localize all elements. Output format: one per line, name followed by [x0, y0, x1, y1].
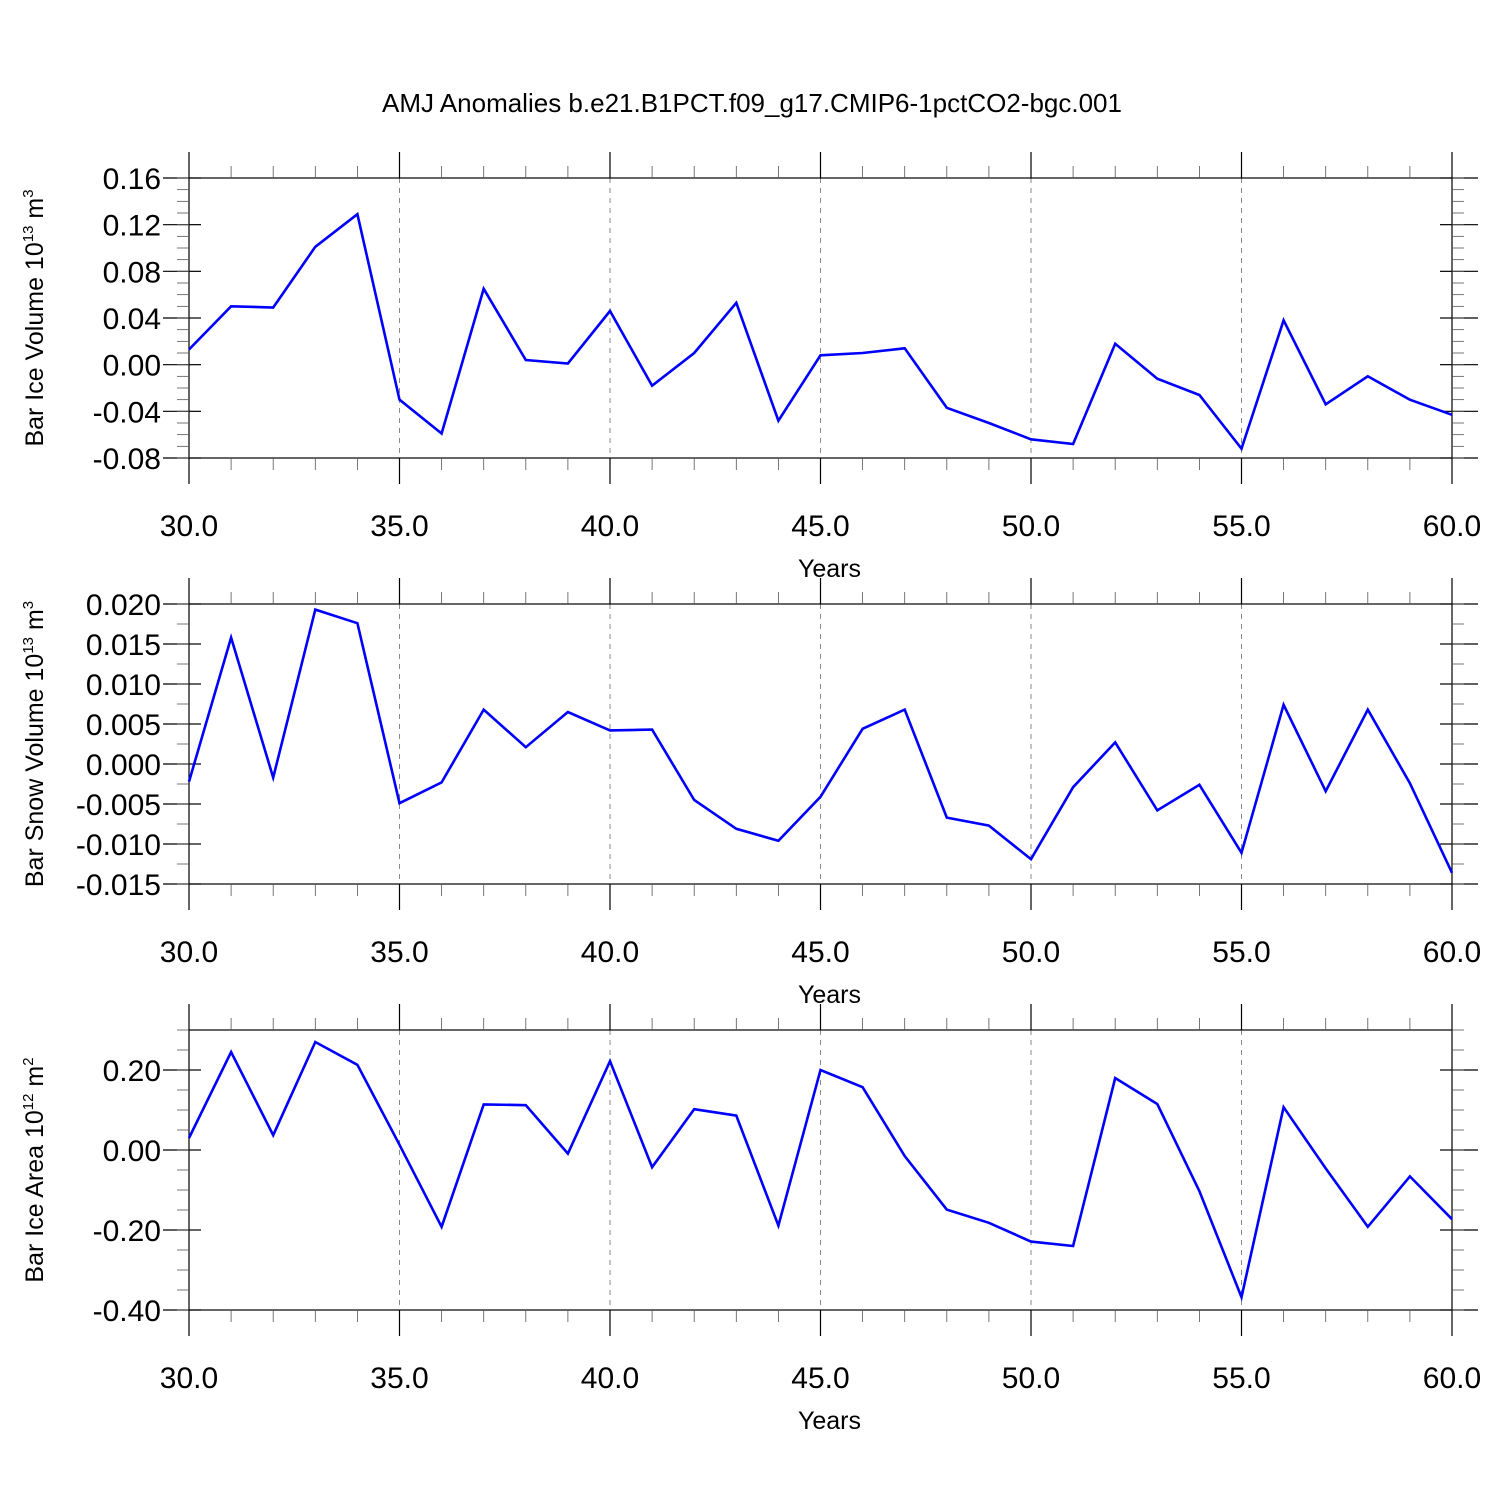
y-axis-title-superscript: 13 — [20, 226, 37, 243]
x-axis-title: Years — [798, 555, 861, 583]
figure-title: AMJ Anomalies b.e21.B1PCT.f09_g17.CMIP6-… — [382, 88, 1122, 118]
y-axis-title-part: m — [21, 609, 49, 637]
x-tick-label: 40.0 — [581, 936, 639, 969]
y-tick-label: 0.00 — [103, 350, 161, 383]
y-tick-label: 0.04 — [103, 303, 161, 336]
x-tick-label: 45.0 — [791, 1362, 849, 1395]
y-tick-label: -0.015 — [76, 869, 161, 902]
y-tick-label: 0.08 — [103, 256, 161, 289]
x-axis-title: Years — [798, 1407, 861, 1435]
y-axis-title-part: m — [21, 1066, 49, 1094]
x-tick-label: 30.0 — [160, 1362, 218, 1395]
y-tick-label: -0.08 — [93, 443, 161, 476]
y-tick-label: 0.12 — [103, 210, 161, 243]
y-axis-title-part: Bar Ice Area 10 — [21, 1110, 49, 1282]
data-series-line — [188, 211, 1453, 452]
panels: -0.08 -0.04 0.00 0.04 0.08 0.12 0.16 30.0 35.0 40… — [20, 152, 1481, 1435]
x-tick-label: 60.0 — [1423, 510, 1481, 543]
x-tick-label: 50.0 — [1002, 936, 1060, 969]
x-tick-label: 60.0 — [1423, 936, 1481, 969]
x-tick-label: 35.0 — [370, 510, 428, 543]
chart-panel-3: -0.40 -0.20 0.00 0.20 30.0 35.0 40.0 45.0 50.0 55… — [20, 1004, 1481, 1435]
y-tick-label: 0.020 — [86, 589, 161, 622]
y-axis-title-superscript: 3 — [20, 189, 37, 197]
y-axis-title-superscript: 3 — [20, 601, 37, 609]
y-axis-title: Bar Ice Area 1012 m2 — [20, 1057, 49, 1282]
x-tick-label: 55.0 — [1212, 510, 1270, 543]
y-axis-title-part: m — [21, 198, 49, 226]
y-tick-label: -0.005 — [76, 789, 161, 822]
y-axis-title-superscript: 13 — [20, 637, 37, 654]
y-axis-title: Bar Ice Volume 1013 m3 — [20, 189, 49, 446]
y-axis-title-superscript: 2 — [20, 1057, 37, 1065]
chart-panel-2: -0.015 -0.010 -0.005 0.000 0.005 0.010 0.015 0.… — [20, 578, 1481, 1009]
x-tick-label: 40.0 — [581, 510, 639, 543]
y-tick-label: -0.010 — [76, 829, 161, 862]
y-tick-label: -0.40 — [93, 1295, 161, 1328]
x-tick-label: 55.0 — [1212, 936, 1270, 969]
x-tick-label: 30.0 — [160, 936, 218, 969]
y-tick-label: 0.005 — [86, 709, 161, 742]
y-tick-label: -0.20 — [93, 1215, 161, 1248]
x-tick-label: 30.0 — [160, 510, 218, 543]
y-tick-label: -0.04 — [93, 396, 161, 429]
x-tick-label: 50.0 — [1002, 1362, 1060, 1395]
y-tick-label: 0.00 — [103, 1135, 161, 1168]
data-series-line — [187, 607, 1454, 874]
y-axis-title: Bar Snow Volume 1013 m3 — [20, 601, 49, 887]
x-axis-title: Years — [798, 981, 861, 1009]
y-axis-title-part: Bar Ice Volume 10 — [21, 242, 49, 446]
x-tick-label: 45.0 — [791, 936, 849, 969]
y-tick-label: 0.20 — [103, 1055, 161, 1088]
x-tick-label: 35.0 — [370, 1362, 428, 1395]
y-axis-title-part: Bar Snow Volume 10 — [21, 654, 49, 887]
x-tick-label: 55.0 — [1212, 1362, 1270, 1395]
y-tick-label: 0.010 — [86, 669, 161, 702]
x-tick-label: 50.0 — [1002, 510, 1060, 543]
y-tick-label: 0.015 — [86, 629, 161, 662]
y-axis-title-superscript: 12 — [20, 1094, 37, 1111]
y-tick-label: 0.000 — [86, 749, 161, 782]
x-tick-label: 40.0 — [581, 1362, 639, 1395]
data-series-line — [187, 1040, 1453, 1302]
x-tick-label: 45.0 — [791, 510, 849, 543]
x-tick-label: 60.0 — [1423, 1362, 1481, 1395]
y-tick-label: 0.16 — [103, 163, 161, 196]
x-tick-label: 35.0 — [370, 936, 428, 969]
chart-panel-1: -0.08 -0.04 0.00 0.04 0.08 0.12 0.16 30.0 35.0 40… — [20, 152, 1481, 583]
